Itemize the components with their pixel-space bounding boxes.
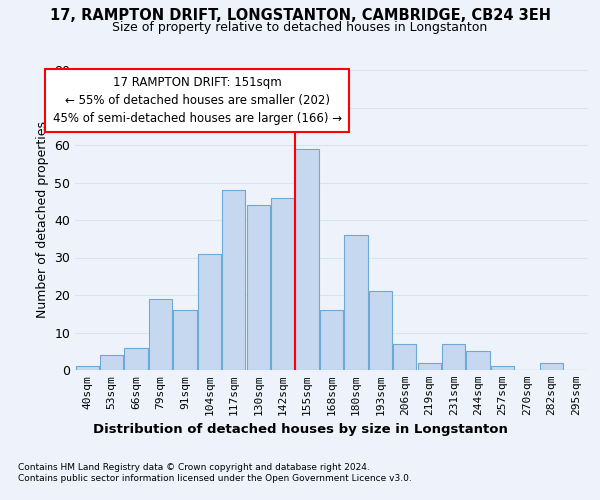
Bar (271, 198, 294, 370)
Bar (369, 291, 392, 370)
Text: Size of property relative to detached houses in Longstanton: Size of property relative to detached ho… (112, 21, 488, 34)
Bar (320, 310, 343, 370)
Text: 17, RAMPTON DRIFT, LONGSTANTON, CAMBRIDGE, CB24 3EH: 17, RAMPTON DRIFT, LONGSTANTON, CAMBRIDG… (49, 8, 551, 22)
Bar (173, 310, 197, 370)
Bar (295, 149, 319, 370)
Text: 17 RAMPTON DRIFT: 151sqm
← 55% of detached houses are smaller (202)
45% of semi-: 17 RAMPTON DRIFT: 151sqm ← 55% of detach… (53, 76, 342, 124)
Text: Contains HM Land Registry data © Crown copyright and database right 2024.: Contains HM Land Registry data © Crown c… (18, 462, 370, 471)
Bar (442, 344, 465, 370)
Bar (124, 348, 148, 370)
Bar (466, 351, 490, 370)
Y-axis label: Number of detached properties: Number of detached properties (35, 122, 49, 318)
Bar (344, 235, 368, 370)
Bar (76, 366, 99, 370)
Bar (491, 366, 514, 370)
Bar (100, 355, 123, 370)
Bar (149, 298, 172, 370)
Text: Distribution of detached houses by size in Longstanton: Distribution of detached houses by size … (92, 422, 508, 436)
Bar (393, 344, 416, 370)
Bar (198, 254, 221, 370)
Bar (540, 362, 563, 370)
Bar (418, 362, 441, 370)
Bar (247, 205, 270, 370)
Bar (222, 190, 245, 370)
Text: Contains public sector information licensed under the Open Government Licence v3: Contains public sector information licen… (18, 474, 412, 483)
